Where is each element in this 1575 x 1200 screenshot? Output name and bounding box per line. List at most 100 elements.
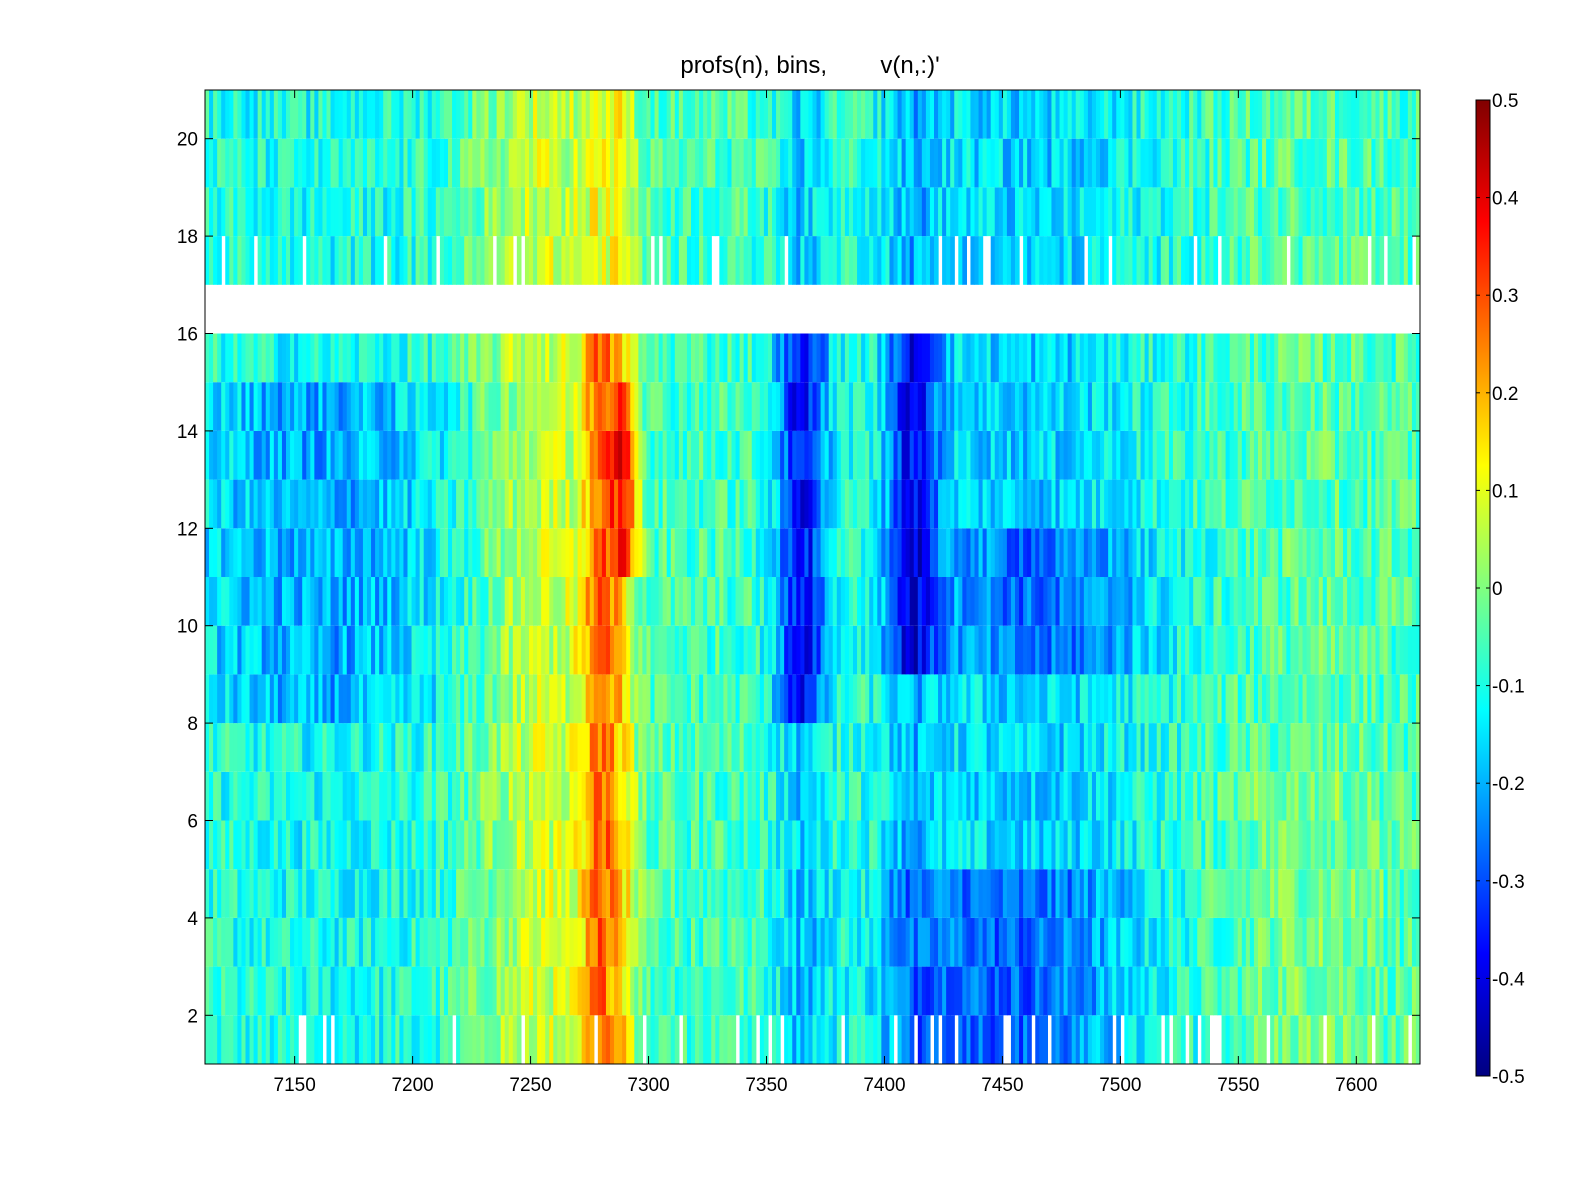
heatmap-cell — [715, 430, 720, 480]
heatmap-cell — [1010, 1015, 1016, 1064]
heatmap-cell — [824, 674, 830, 724]
heatmap-cell — [654, 771, 660, 821]
heatmap-cell — [399, 236, 405, 285]
heatmap-cell — [925, 674, 931, 724]
heatmap-cell — [1067, 966, 1073, 1016]
heatmap-cell — [399, 966, 405, 1016]
heatmap-cell — [1087, 382, 1093, 431]
heatmap-cell — [877, 528, 882, 577]
heatmap-cell — [492, 869, 498, 918]
heatmap-cell — [290, 820, 295, 870]
heatmap-cell — [354, 479, 360, 529]
heatmap-cell — [1351, 577, 1356, 626]
heatmap-cell — [342, 869, 348, 918]
heatmap-cell — [286, 528, 291, 577]
heatmap-cell — [1128, 430, 1134, 480]
heatmap-cell — [468, 723, 473, 772]
heatmap-cell — [472, 966, 477, 1016]
heatmap-cell — [1310, 771, 1316, 821]
heatmap-cell — [1035, 577, 1040, 626]
heatmap-cell — [205, 674, 210, 724]
heatmap-cell — [869, 528, 874, 577]
heatmap-cell — [391, 479, 396, 529]
heatmap-cell — [1403, 333, 1409, 383]
heatmap-cell — [448, 430, 453, 480]
heatmap-cell — [869, 674, 874, 724]
heatmap-cell — [970, 382, 976, 431]
heatmap-cell — [1015, 1015, 1020, 1064]
heatmap-cell — [399, 479, 405, 529]
heatmap-cell — [605, 917, 611, 967]
heatmap-cell — [1096, 771, 1101, 821]
heatmap-cell — [545, 820, 550, 870]
heatmap-cell — [1282, 723, 1287, 772]
heatmap-cell — [816, 820, 822, 870]
heatmap-cell — [982, 820, 988, 870]
heatmap-cell — [1241, 528, 1247, 577]
heatmap-cell — [1415, 625, 1420, 675]
heatmap-cell — [1367, 966, 1372, 1016]
heatmap-cell — [934, 236, 939, 285]
heatmap-cell — [593, 723, 599, 772]
heatmap-cell — [1023, 966, 1028, 1016]
heatmap-cell — [1067, 479, 1073, 529]
heatmap-cell — [269, 236, 275, 285]
heatmap-cell — [1411, 479, 1417, 529]
heatmap-cell — [820, 674, 826, 724]
heatmap-cell — [861, 966, 866, 1016]
heatmap-cell — [431, 236, 437, 285]
heatmap-cell — [1298, 430, 1304, 480]
heatmap-cell — [589, 625, 595, 675]
heatmap-cell — [431, 382, 437, 431]
heatmap-cell — [415, 479, 421, 529]
heatmap-cell — [585, 236, 591, 285]
heatmap-cell — [1326, 236, 1332, 285]
heatmap-cell — [342, 674, 348, 724]
heatmap-cell — [954, 917, 959, 967]
heatmap-cell — [1225, 577, 1231, 626]
heatmap-cell — [610, 528, 615, 577]
heatmap-cell — [682, 333, 688, 383]
heatmap-cell — [261, 187, 267, 237]
heatmap-cell — [326, 430, 332, 480]
heatmap-cell — [326, 528, 332, 577]
heatmap-cell — [545, 917, 550, 967]
heatmap-cell — [314, 771, 319, 821]
heatmap-cell — [435, 917, 441, 967]
heatmap-cell — [1079, 771, 1085, 821]
heatmap-cell — [480, 869, 486, 918]
heatmap-cell — [277, 820, 283, 870]
heatmap-cell — [666, 966, 672, 1016]
heatmap-cell — [1079, 625, 1085, 675]
heatmap-cell — [1359, 236, 1364, 285]
heatmap-cell — [367, 528, 372, 577]
heatmap-cell — [1035, 820, 1040, 870]
heatmap-cell — [318, 187, 324, 237]
heatmap-cell — [715, 479, 720, 529]
heatmap-cell — [484, 966, 490, 1016]
heatmap-cell — [1229, 1015, 1235, 1064]
heatmap-cell — [1415, 577, 1420, 626]
heatmap-cell — [1294, 723, 1300, 772]
heatmap-cell — [828, 382, 834, 431]
heatmap-cell — [399, 187, 405, 237]
heatmap-cell — [650, 820, 656, 870]
heatmap-cell — [610, 820, 615, 870]
heatmap-cell — [1156, 723, 1162, 772]
heatmap-cell — [1132, 723, 1138, 772]
heatmap-cell — [707, 479, 712, 529]
heatmap-cell — [654, 479, 660, 529]
heatmap-cell — [1051, 382, 1057, 431]
heatmap-cell — [1189, 430, 1194, 480]
heatmap-cell — [277, 723, 283, 772]
heatmap-cell — [1104, 625, 1109, 675]
heatmap-cell — [1071, 820, 1077, 870]
heatmap-cell — [691, 723, 696, 772]
heatmap-cell — [427, 1015, 433, 1064]
heatmap-cell — [1415, 333, 1420, 383]
heatmap-cell — [516, 528, 522, 577]
heatmap-cell — [1407, 479, 1413, 529]
heatmap-cell — [561, 625, 567, 675]
heatmap-cell — [1136, 625, 1142, 675]
heatmap-cell — [605, 577, 611, 626]
